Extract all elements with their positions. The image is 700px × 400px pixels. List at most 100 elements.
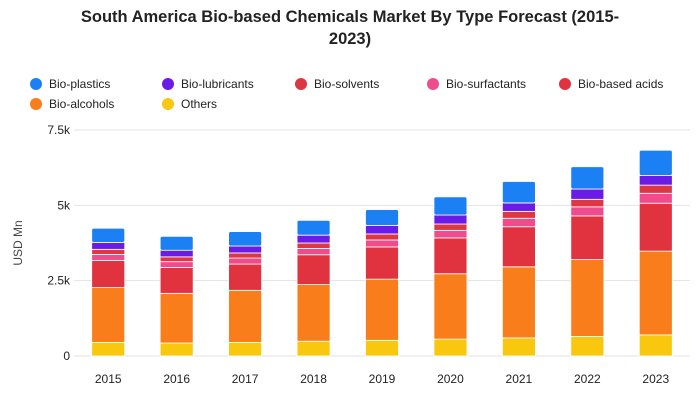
legend-label: Bio-alcohols [49, 97, 115, 111]
bar-segment [228, 257, 263, 265]
bar-segment [159, 292, 194, 344]
bar-segment [501, 337, 536, 357]
legend-label: Bio-solvents [314, 77, 380, 91]
legend-item-bio-alcohols[interactable]: Bio-alcohols [30, 97, 162, 111]
x-tick-label: 2017 [232, 372, 259, 386]
bar-segment [433, 214, 468, 225]
bar-segment [159, 235, 194, 251]
x-tick-label: 2023 [642, 372, 669, 386]
legend-row: Bio-alcohols Others [30, 94, 690, 114]
bar-segment [296, 340, 331, 357]
bar-segment [433, 237, 468, 275]
bar-segment [91, 227, 126, 243]
x-tick-label: 2022 [574, 372, 601, 386]
bar-segment [638, 192, 673, 204]
bar-segment [365, 339, 399, 357]
bar-segment [296, 219, 331, 236]
x-tick-label: 2015 [95, 372, 122, 386]
legend-item-bio-lubricants[interactable]: Bio-lubricants [162, 77, 295, 91]
legend-label: Bio-based acids [578, 77, 664, 91]
legend-swatch [30, 98, 42, 110]
bar-segment [228, 263, 263, 291]
bar-segment [365, 225, 399, 235]
bar-segment [501, 217, 536, 228]
bar-segment [91, 248, 126, 255]
bar-segment [228, 289, 263, 343]
legend-label: Bio-surfactants [446, 77, 527, 91]
legend-item-bio-based-acids[interactable]: Bio-based acids [559, 77, 689, 91]
legend-label: Bio-lubricants [181, 77, 254, 91]
x-tick-label: 2016 [163, 372, 190, 386]
bar-segment [228, 342, 263, 357]
bar-segment [501, 266, 536, 339]
bar-segment [638, 184, 673, 194]
legend-swatch [162, 78, 174, 90]
chart-title: South America Bio-based Chemicals Market… [0, 6, 700, 50]
legend-item-bio-surfactants[interactable]: Bio-surfactants [427, 77, 559, 91]
chart-title-line-2: 2023) [328, 30, 372, 48]
legend-swatch [30, 78, 42, 90]
legend-swatch [559, 78, 571, 90]
bar-segment [91, 254, 126, 261]
bar-segment [570, 206, 605, 217]
bar-segment [501, 202, 536, 212]
bar-segment [638, 149, 673, 176]
bar-segment [365, 278, 399, 341]
y-tick-label: 5k [57, 198, 71, 212]
bar-segment [296, 248, 331, 256]
bar-segment [433, 229, 468, 239]
legend-swatch [162, 98, 174, 110]
bar-segment [433, 223, 468, 231]
bar-segment [570, 336, 605, 357]
bar-segment [638, 334, 673, 357]
bar-segment [638, 250, 673, 336]
bar-segment [159, 261, 194, 268]
bar-segment [91, 342, 126, 357]
bar-segment [159, 267, 194, 294]
y-tick-label: 0 [63, 349, 70, 363]
bar-segment [365, 209, 399, 226]
bar-segment [228, 245, 263, 254]
bar-segment [570, 188, 605, 200]
legend-swatch [295, 78, 307, 90]
bar-segment [91, 241, 126, 250]
bar-segment [433, 196, 468, 216]
legend-swatch [427, 78, 439, 90]
bar-segment [501, 226, 536, 268]
bar-segment [501, 210, 536, 219]
bar-segment [433, 338, 468, 357]
x-tick-label: 2018 [300, 372, 327, 386]
bar-segment [638, 175, 673, 186]
bar-segment [296, 242, 331, 249]
x-tick-label: 2021 [506, 372, 533, 386]
bar-segment [365, 233, 399, 241]
bar-segment [296, 284, 331, 342]
legend-label: Others [181, 97, 218, 111]
x-tick-label: 2019 [369, 372, 396, 386]
legend-item-bio-solvents[interactable]: Bio-solvents [295, 77, 427, 91]
bar-segment [296, 234, 331, 244]
bar-segment [365, 246, 399, 280]
bar-segment [159, 342, 194, 357]
y-axis-label: USD Mn [11, 220, 25, 265]
legend-label: Bio-plastics [49, 77, 111, 91]
bar-segment [91, 260, 126, 288]
legend-item-bio-plastics[interactable]: Bio-plastics [30, 77, 162, 91]
bar-segment [296, 254, 331, 285]
bar-segment [433, 273, 468, 340]
y-tick-label: 2.5k [47, 274, 71, 288]
legend-item-others[interactable]: Others [162, 97, 295, 111]
y-tick-label: 7.5k [47, 123, 71, 137]
bar-segment [570, 215, 605, 260]
bar-segment [228, 252, 263, 259]
bar-segment [159, 249, 194, 258]
bar-segment [228, 231, 263, 247]
bar-segment [365, 239, 399, 248]
bar-segment [638, 202, 673, 252]
legend-row: Bio-plastics Bio-lubricants Bio-solvents Bi… [30, 74, 690, 94]
bar-segment [159, 256, 194, 263]
x-tick-label: 2020 [437, 372, 464, 386]
bar-segment [570, 259, 605, 337]
bar-segment [570, 166, 605, 190]
